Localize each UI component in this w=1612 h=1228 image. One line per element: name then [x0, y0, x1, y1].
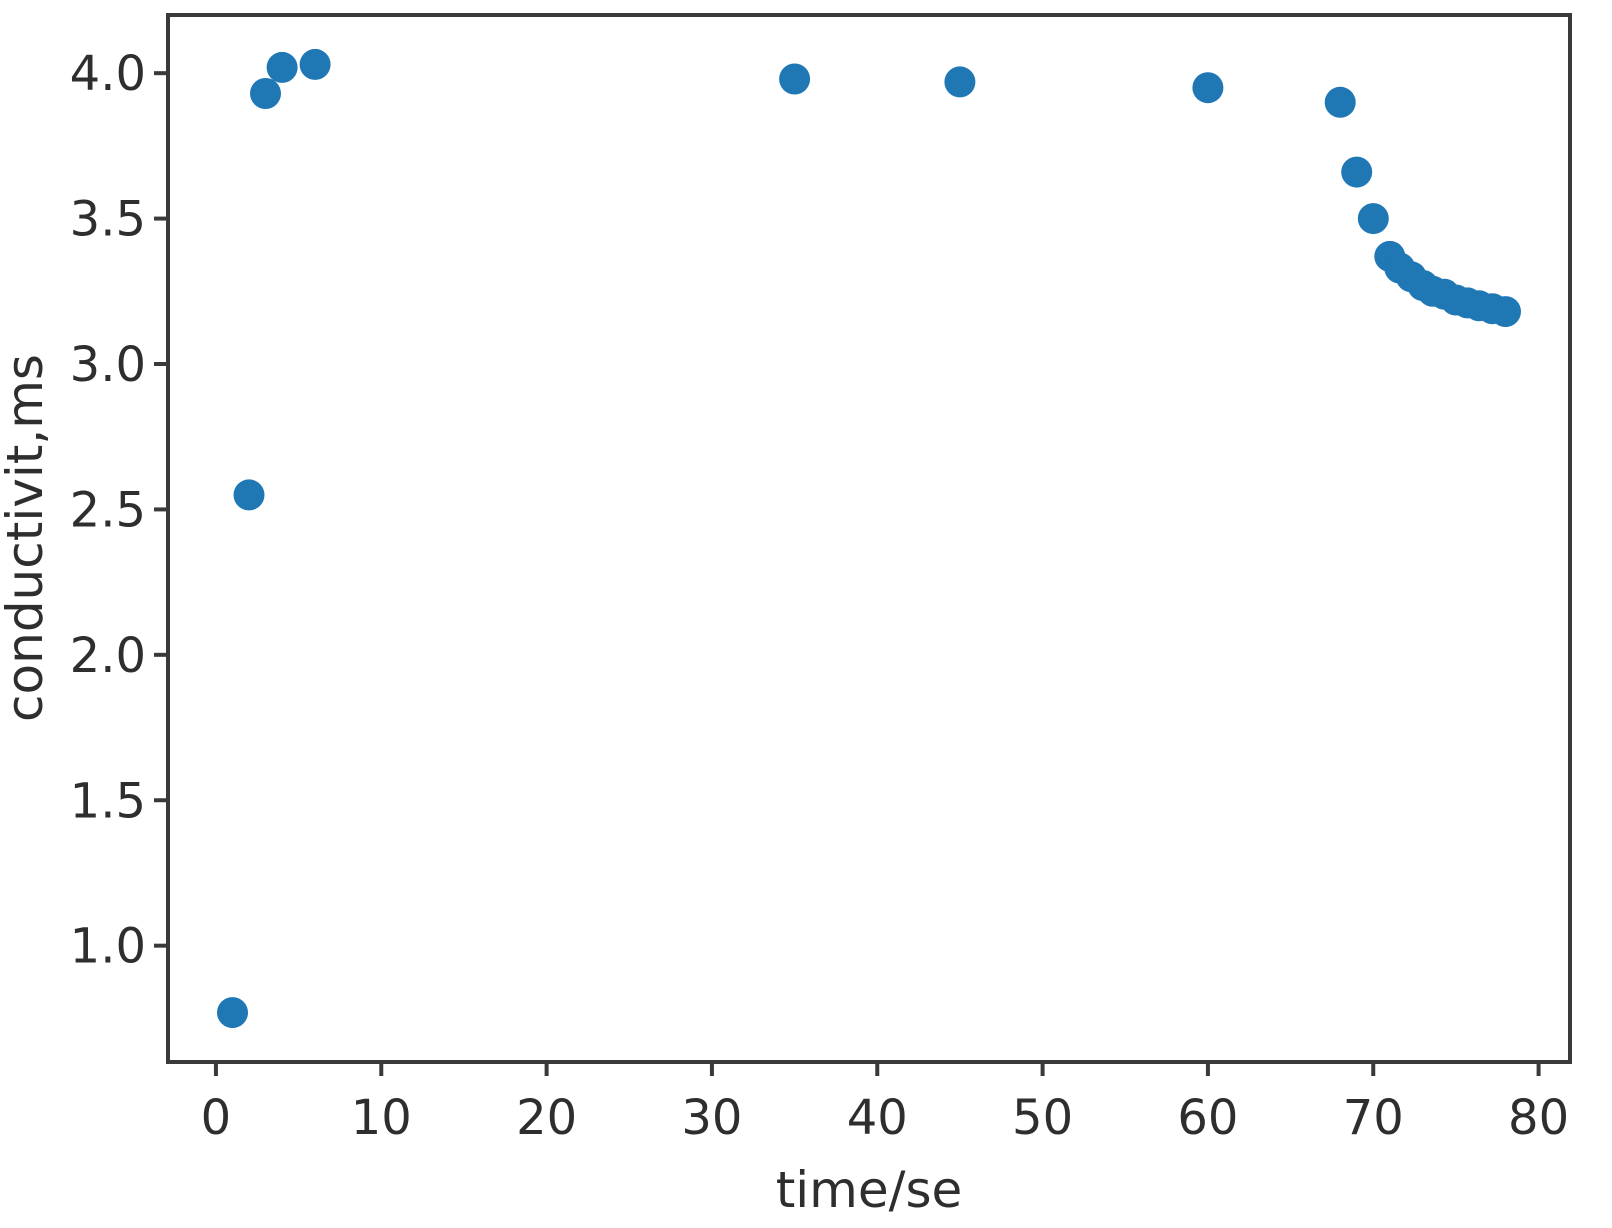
- x-tick-label: 60: [1177, 1090, 1238, 1146]
- y-tick-label: 3.5: [70, 192, 146, 248]
- data-point: [1357, 203, 1389, 235]
- data-point: [944, 66, 976, 98]
- x-tick-label: 40: [847, 1090, 908, 1146]
- x-tick-label: 30: [681, 1090, 742, 1146]
- x-tick-label: 70: [1343, 1090, 1404, 1146]
- data-point: [266, 51, 298, 83]
- plot-frame: [166, 13, 1572, 1064]
- data-point: [217, 997, 248, 1029]
- y-axis-label: conductivit,ms: [0, 354, 54, 722]
- x-axis-label: time/se: [776, 1161, 963, 1219]
- y-tick-label: 1.5: [70, 773, 146, 829]
- data-point: [250, 78, 281, 109]
- y-tick-label: 4.0: [70, 46, 146, 102]
- y-tick-label: 1.0: [70, 919, 146, 975]
- x-axis-ticks: 0 10 20 30 40 50 60 70 80: [201, 1062, 1569, 1146]
- data-point: [1324, 86, 1356, 118]
- data-point: [779, 63, 811, 95]
- x-tick-label: 50: [1012, 1090, 1073, 1146]
- data-point: [1341, 156, 1373, 188]
- y-tick-label: 2.0: [70, 628, 146, 684]
- y-tick-label: 2.5: [70, 482, 146, 538]
- data-point: [233, 479, 265, 511]
- x-tick-label: 80: [1508, 1090, 1569, 1146]
- y-axis-ticks: 1.0 1.5 2.0 2.5 3.0 3.5 4.0: [70, 46, 168, 975]
- data-points: [217, 48, 1521, 1029]
- x-tick-label: 10: [351, 1090, 412, 1146]
- data-point: [299, 48, 331, 80]
- data-point: [1490, 296, 1521, 328]
- data-point: [1192, 72, 1224, 104]
- x-tick-label: 0: [201, 1090, 232, 1146]
- x-tick-label: 20: [516, 1090, 577, 1146]
- y-tick-label: 3.0: [70, 337, 146, 393]
